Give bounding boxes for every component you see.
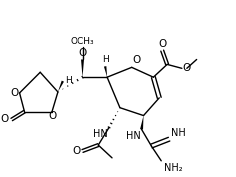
Polygon shape: [58, 81, 64, 92]
Text: O: O: [78, 48, 87, 58]
Text: NH: NH: [171, 128, 186, 138]
Polygon shape: [104, 66, 107, 77]
Text: O: O: [48, 111, 56, 121]
Text: O: O: [0, 115, 9, 124]
Text: O: O: [133, 55, 141, 65]
Text: H: H: [102, 55, 109, 64]
Text: HN: HN: [93, 129, 108, 139]
Text: O: O: [158, 39, 166, 49]
Text: O: O: [10, 88, 19, 98]
Text: NH₂: NH₂: [164, 163, 183, 173]
Polygon shape: [140, 116, 143, 130]
Text: O: O: [182, 63, 190, 73]
Text: H: H: [65, 76, 72, 85]
Text: HN: HN: [126, 131, 141, 141]
Polygon shape: [81, 59, 84, 77]
Text: OCH₃: OCH₃: [71, 37, 94, 46]
Text: O: O: [72, 146, 80, 156]
